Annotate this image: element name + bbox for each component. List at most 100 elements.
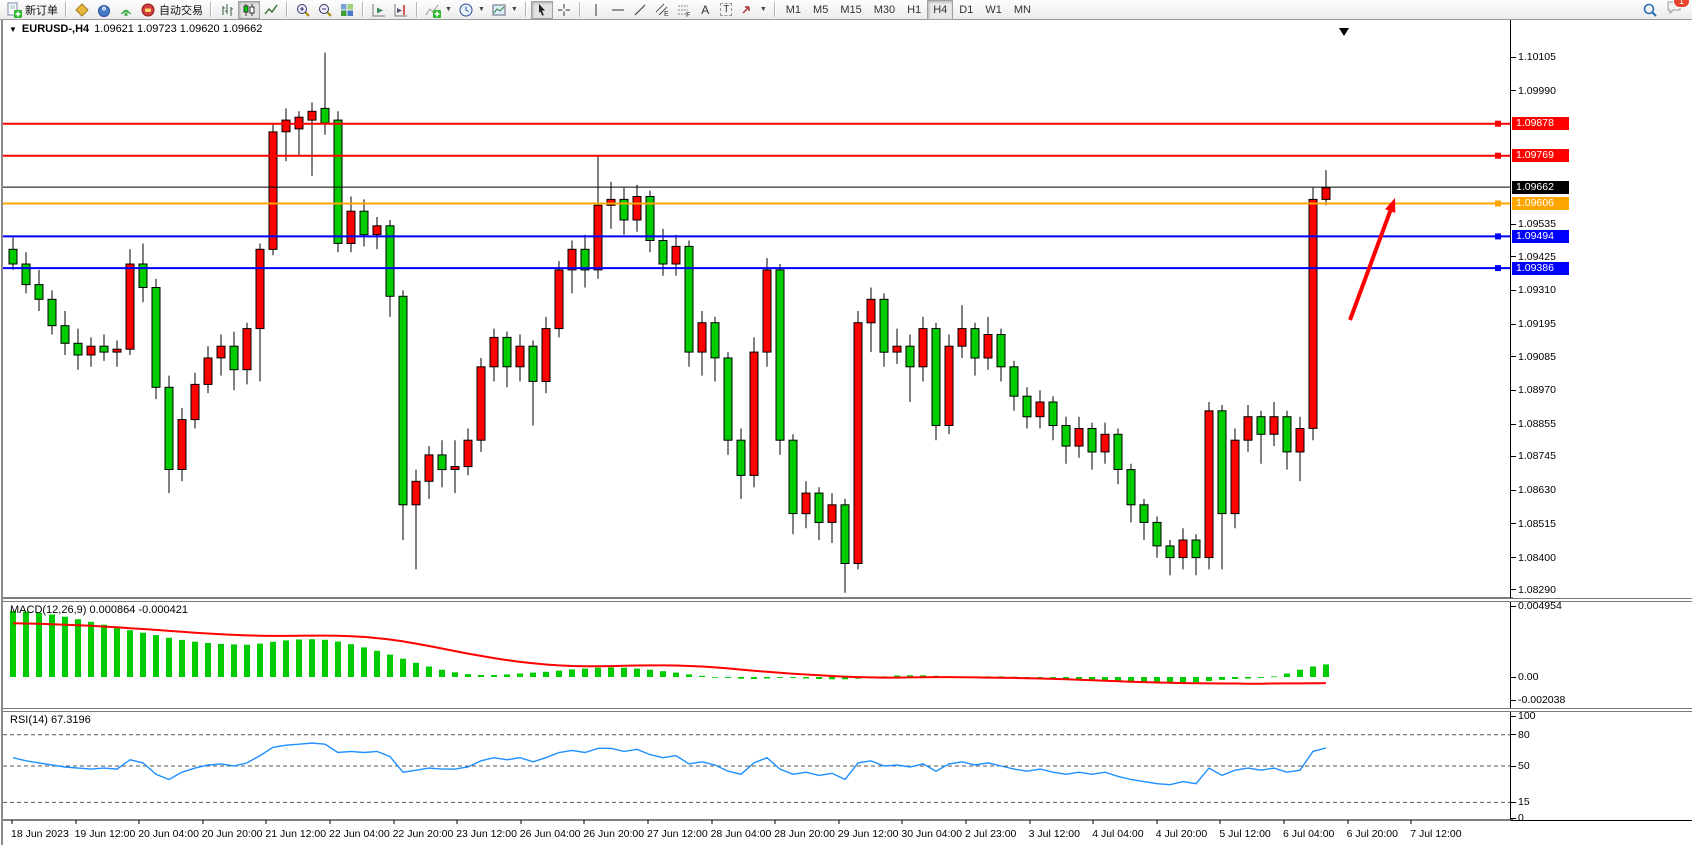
chart-bars-button[interactable] [216, 1, 238, 19]
zoom-in-icon [297, 3, 310, 17]
clock-icon [459, 3, 473, 16]
date-label: 27 Jun 12:00 [647, 828, 708, 840]
auto-trading-button[interactable]: 自动交易 [137, 1, 206, 19]
tile-windows-button[interactable] [336, 1, 358, 19]
timeframe-button-h4[interactable]: H4 [927, 0, 954, 20]
zoom-in-button[interactable] [292, 1, 314, 19]
price-tick-label: 1.09085 [1518, 350, 1556, 363]
search-icon[interactable] [1642, 2, 1658, 18]
signals-button[interactable] [115, 1, 137, 19]
toolbar-right-group: 1 [1642, 0, 1690, 20]
text-label-button[interactable]: T [716, 1, 737, 19]
horizontal-line-icon [611, 9, 624, 10]
metaeditor-button[interactable] [71, 1, 93, 19]
chart-shift-button[interactable] [390, 1, 412, 19]
chart-line-button[interactable] [260, 1, 282, 19]
panel-separator[interactable] [3, 598, 1692, 602]
notifications-button[interactable]: 1 [1666, 0, 1690, 20]
date-label: 23 Jun 12:00 [456, 828, 517, 840]
line-price-badge: 1.09494 [1512, 229, 1569, 243]
rsi-tick-label: 80 [1518, 728, 1530, 741]
timeframe-button-d1[interactable]: D1 [959, 3, 974, 16]
date-label: 6 Jul 20:00 [1346, 828, 1398, 840]
price-tick-label: 1.10105 [1518, 51, 1556, 63]
date-label: 6 Jul 04:00 [1283, 828, 1335, 840]
date-label: 26 Jun 04:00 [519, 828, 581, 840]
symbol-dropdown-icon[interactable]: ▼ [9, 24, 17, 34]
fibonacci-button[interactable]: F [673, 1, 695, 19]
auto-trading-icon [141, 3, 155, 16]
date-label: 5 Jul 12:00 [1219, 828, 1271, 840]
macd-tick [1511, 699, 1516, 701]
date-label: 7 Jul 12:00 [1410, 828, 1462, 840]
new-order-icon [7, 2, 22, 18]
trendline-button[interactable] [629, 1, 651, 19]
auto-scroll-button[interactable] [368, 1, 390, 19]
price-tick-label: 1.08630 [1518, 484, 1556, 497]
date-label: 26 Jun 20:00 [583, 828, 645, 840]
add-indicator-icon [425, 4, 441, 18]
line-price-badge: 1.09606 [1512, 197, 1569, 211]
rsi-tick-label: 50 [1518, 760, 1530, 772]
arrows-button[interactable]: ▼ [737, 1, 770, 19]
zoom-out-button[interactable] [314, 1, 336, 19]
rsi-label: RSI(14) 67.3196 [10, 714, 91, 726]
indicators-button[interactable]: ▼ [422, 1, 455, 19]
price-tick-label: 1.08970 [1518, 384, 1556, 397]
price-tick [1511, 323, 1516, 325]
timeframe-button-m5[interactable]: M5 [813, 3, 829, 16]
timeframe-button-m30[interactable]: M30 [873, 3, 896, 16]
macd-tick-label: 0.00 [1518, 671, 1539, 683]
date-label: 28 Jun 20:00 [774, 828, 835, 840]
timeframe-button-m15[interactable]: M15 [840, 3, 862, 16]
templates-button[interactable]: ▼ [488, 1, 521, 19]
timeframe-button-m1[interactable]: M1 [785, 3, 802, 16]
text-button[interactable]: A [695, 1, 716, 19]
market-button[interactable] [93, 1, 115, 19]
macd-panel-canvas[interactable] [3, 602, 1513, 708]
metaeditor-icon [75, 2, 89, 17]
date-label: 20 Jun 20:00 [201, 828, 263, 840]
date-label: 28 Jun 04:00 [710, 828, 772, 840]
rsi-tick [1511, 734, 1516, 736]
panel-separator[interactable] [3, 708, 1692, 712]
date-label: 19 Jun 12:00 [74, 828, 136, 840]
rsi-tick [1511, 801, 1516, 803]
text-label-icon: T [720, 3, 733, 16]
timeframe-group: M1 M5 M15 M30 H1 H4 D1 W1 MN [780, 0, 1037, 20]
rsi-tick-label: 100 [1518, 710, 1536, 722]
horizontal-line-button[interactable] [607, 1, 629, 19]
cursor-icon [538, 3, 545, 16]
svg-text:F: F [686, 12, 690, 18]
signals-icon [120, 9, 132, 16]
timeframe-button-mn[interactable]: MN [1013, 3, 1031, 16]
macd-tick-label: 0.004954 [1518, 600, 1562, 612]
date-label: 22 Jun 04:00 [329, 828, 390, 840]
new-order-button[interactable]: 新订单 [3, 1, 61, 19]
cursor-button[interactable] [530, 0, 553, 19]
date-label: 18 Jun 2023 [11, 828, 69, 840]
price-tick [1511, 489, 1516, 491]
timeframe-button-w1[interactable]: W1 [985, 3, 1002, 16]
channel-button[interactable]: E [651, 1, 673, 19]
rsi-tick [1511, 715, 1516, 717]
crosshair-button[interactable] [553, 1, 575, 19]
new-order-label: 新订单 [25, 4, 58, 17]
vertical-line-button[interactable] [585, 1, 607, 19]
rsi-panel-canvas[interactable] [3, 712, 1513, 826]
price-tick [1511, 56, 1516, 58]
time-axis-border [1511, 820, 1692, 821]
price-tick-label: 1.09425 [1518, 250, 1556, 263]
main-chart-canvas[interactable] [3, 20, 1513, 598]
chart-title: ▼ EURUSD-,H4 1.09621 1.09723 1.09620 1.0… [9, 23, 262, 35]
date-label: 29 Jun 12:00 [837, 828, 899, 840]
price-tick [1511, 455, 1516, 457]
timeframe-button-h1[interactable]: H1 [907, 3, 922, 16]
chart-candles-button[interactable] [238, 0, 260, 19]
svg-text:E: E [664, 11, 669, 18]
periods-button[interactable]: ▼ [455, 1, 488, 19]
bid-price-badge: 1.09662 [1512, 180, 1569, 194]
macd-label: MACD(12,26,9) 0.000864 -0.000421 [10, 604, 188, 616]
fibonacci-icon: F [677, 5, 690, 18]
price-tick [1511, 356, 1516, 357]
